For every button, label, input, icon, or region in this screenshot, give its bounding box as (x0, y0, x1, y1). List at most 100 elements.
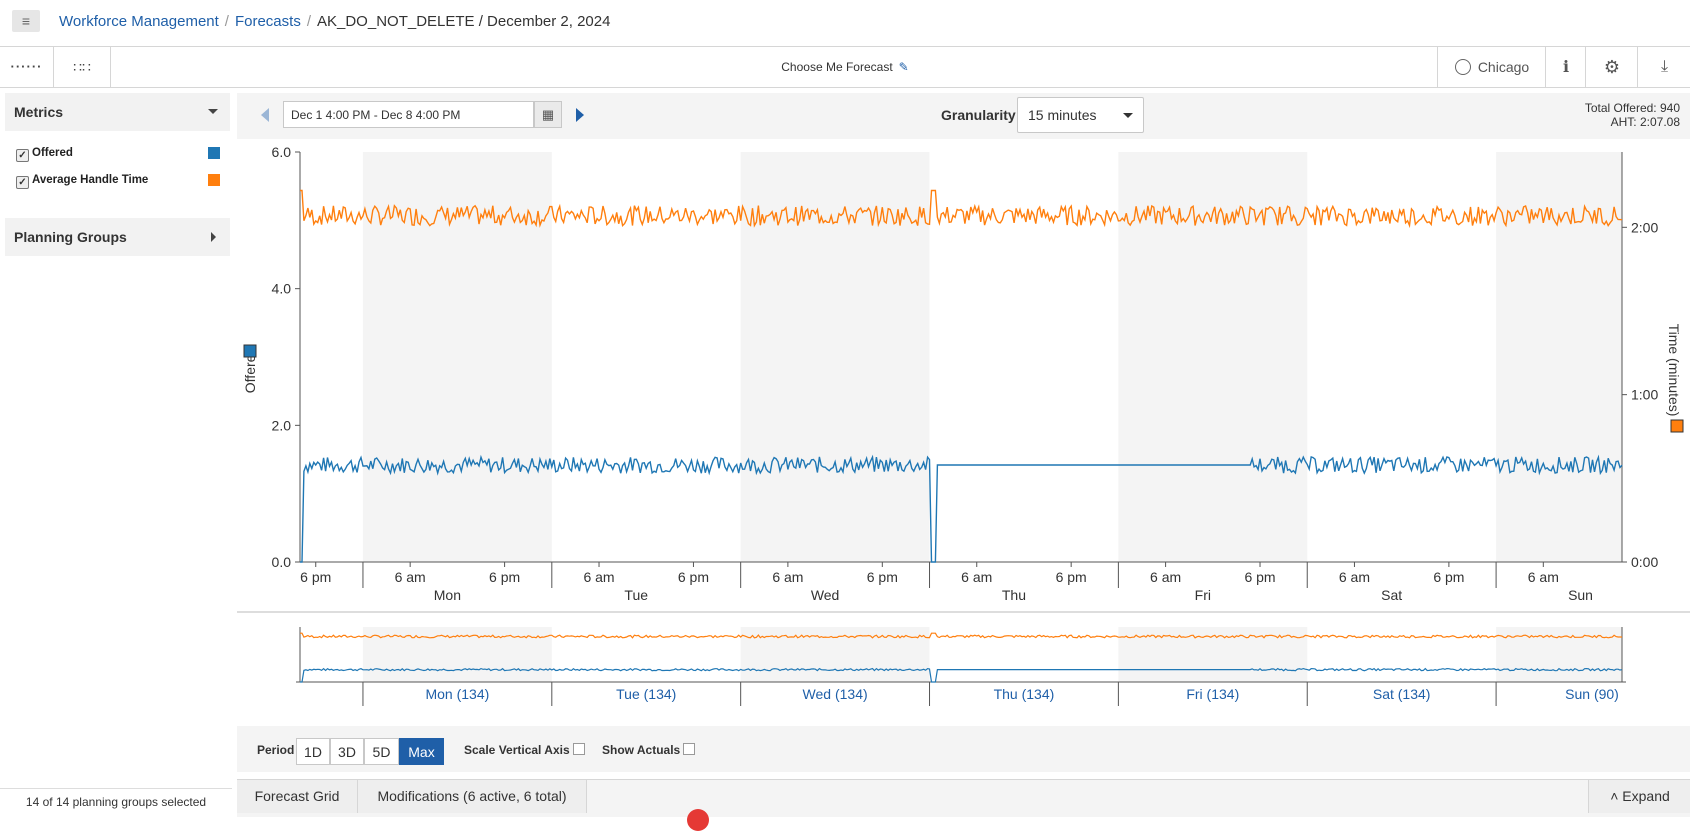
globe-icon (1454, 59, 1471, 75)
overview-shade-band (1496, 627, 1622, 682)
overview-aht-line (300, 632, 1622, 639)
metric-offered-label: Offered (32, 147, 73, 159)
overview-day-label: Fri (134) (1186, 686, 1239, 702)
overview-day-label: Tue (134) (616, 686, 676, 702)
date-range-input[interactable]: Dec 1 4:00 PM - Dec 8 4:00 PM (283, 101, 534, 128)
x-tick-label: 6 pm (678, 569, 709, 585)
show-actuals-toggle[interactable]: Show Actuals (602, 743, 696, 757)
x-tick-label: 6 pm (1433, 569, 1464, 585)
top-bar: ≡ Workforce Management / Forecasts / AK_DO_N… (0, 0, 1690, 47)
breadcrumb: Workforce Management / Forecasts / AK_DO_NOT… (59, 13, 611, 30)
x-tick-label: 6 pm (1244, 569, 1275, 585)
edit-icon[interactable]: ✎ (898, 60, 909, 74)
sidebar (0, 88, 232, 816)
download-icon[interactable]: ⤓ (1637, 47, 1690, 87)
left-axis-title: Offered (242, 347, 258, 393)
scale-vertical-axis-label: Scale Vertical Axis (464, 743, 570, 757)
metrics-panel-header[interactable]: Metrics (5, 93, 230, 131)
left-tick-label: 4.0 (272, 281, 292, 297)
overview-day-label: Sun (90) (1565, 686, 1619, 702)
timezone-button[interactable]: Chicago (1437, 47, 1546, 87)
offered-axis-swatch (243, 344, 257, 358)
breadcrumb-current: AK_DO_NOT_DELETE / December 2, 2024 (317, 13, 611, 30)
x-tick-label: 6 pm (1056, 569, 1087, 585)
day-shade-band (362, 152, 552, 562)
x-tick-label: 6 pm (300, 569, 331, 585)
period-3d-button[interactable]: 3D (330, 738, 364, 765)
aht-summary: AHT: 2:07.08 (1610, 115, 1680, 129)
planning-groups-title: Planning Groups (14, 229, 127, 245)
chevron-right-icon (211, 232, 216, 242)
granularity-select[interactable]: 15 minutes (1017, 97, 1144, 133)
overview-day-label: Sat (134) (1373, 686, 1431, 702)
breadcrumb-forecasts[interactable]: Forecasts (234, 13, 301, 30)
x-tick-label: 6 am (772, 569, 803, 585)
totals-summary: Total Offered: 940 AHT: 2:07.08 (1585, 101, 1680, 129)
overview-day-label: Thu (134) (994, 686, 1055, 702)
line-view-icon[interactable]: ······ (0, 47, 54, 87)
x-tick-label: 6 am (583, 569, 614, 585)
right-axis-title: Time (minutes) (1666, 324, 1682, 417)
period-controls (237, 726, 1690, 772)
period-1d-button[interactable]: 1D (296, 738, 330, 765)
show-actuals-label: Show Actuals (602, 743, 681, 757)
period-5d-button[interactable]: 5D (364, 738, 399, 765)
gear-icon[interactable]: ⚙ (1585, 47, 1638, 87)
checkbox-offered[interactable]: ✓ (16, 149, 29, 162)
chevron-down-icon (208, 109, 218, 114)
x-tick-label: 6 pm (867, 569, 898, 585)
grid-view-icon[interactable]: ∷∷ (54, 47, 111, 87)
granularity-value: 15 minutes (1028, 107, 1097, 123)
checkbox-aht[interactable]: ✓ (16, 176, 29, 189)
day-shade-band (1118, 152, 1308, 562)
right-tick-label: 2:00 (1631, 219, 1658, 235)
day-shade-band (740, 152, 930, 562)
hamburger-menu-icon[interactable]: ≡ (12, 10, 40, 32)
day-label: Tue (624, 587, 648, 603)
show-actuals-checkbox[interactable] (683, 743, 696, 755)
right-tick-label: 1:00 (1631, 387, 1658, 403)
period-max-button[interactable]: Max (399, 738, 444, 765)
forecast-toolbar: Choose Me Forecast ✎ ······ ∷∷ Chicago i … (0, 47, 1690, 88)
offered-series-line (300, 454, 1623, 563)
x-tick-label: 6 am (395, 569, 426, 585)
overview-day-label: Mon (134) (425, 686, 489, 702)
timezone-label: Chicago (1477, 59, 1530, 75)
calendar-icon[interactable]: ▦ (534, 101, 562, 128)
total-offered: Total Offered: 940 (1584, 101, 1680, 115)
previous-week-icon[interactable] (261, 108, 269, 122)
breadcrumb-workforce-management[interactable]: Workforce Management (59, 13, 219, 30)
overview-offered-line (300, 667, 1623, 683)
x-tick-label: 6 am (1339, 569, 1370, 585)
bottom-tabs: Forecast Grid Modifications (6 active, 6… (237, 779, 1690, 817)
notification-dot[interactable] (687, 809, 709, 831)
next-week-icon[interactable] (576, 108, 584, 122)
x-tick-label: 6 pm (489, 569, 520, 585)
metric-aht[interactable]: ✓ Average Handle Time (16, 174, 148, 189)
day-label: Sat (1381, 587, 1402, 603)
scale-vertical-axis-toggle[interactable]: Scale Vertical Axis (464, 743, 585, 757)
aht-axis-swatch (1670, 419, 1684, 433)
tab-modifications[interactable]: Modifications (6 active, 6 total) (358, 780, 587, 813)
metrics-title: Metrics (14, 104, 64, 120)
day-label: Thu (1002, 587, 1026, 603)
overview-shade-band (740, 627, 930, 682)
planning-groups-status: 14 of 14 planning groups selected (0, 788, 232, 809)
tab-forecast-grid[interactable]: Forecast Grid (237, 780, 358, 813)
chevron-up-icon: ˄ (1610, 788, 1623, 804)
expand-label: Expand (1622, 788, 1670, 804)
day-label: Sun (1568, 587, 1593, 603)
x-tick-label: 6 am (1528, 569, 1559, 585)
scale-vertical-axis-checkbox[interactable] (572, 743, 585, 755)
metric-offered[interactable]: ✓ Offered (16, 147, 73, 162)
offered-color-swatch (208, 147, 220, 159)
planning-groups-header[interactable]: Planning Groups (5, 218, 230, 256)
day-label: Mon (434, 587, 461, 603)
period-label: Period (257, 743, 295, 757)
day-label: Fri (1195, 587, 1211, 603)
x-tick-label: 6 am (961, 569, 992, 585)
left-tick-label: 0.0 (272, 554, 292, 570)
info-icon[interactable]: i (1545, 47, 1586, 87)
expand-button[interactable]: ˄ Expand (1588, 780, 1690, 813)
